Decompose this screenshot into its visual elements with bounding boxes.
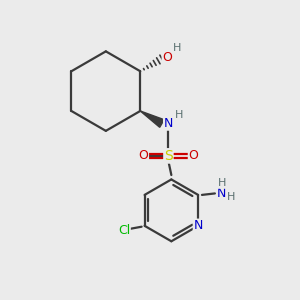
Text: H: H: [218, 178, 226, 188]
Text: O: O: [138, 149, 148, 162]
Text: S: S: [164, 149, 173, 163]
Text: N: N: [194, 219, 203, 232]
Text: H: H: [227, 192, 236, 202]
Text: N: N: [164, 117, 173, 130]
Text: H: H: [172, 44, 181, 53]
Text: O: O: [188, 149, 198, 162]
Polygon shape: [140, 111, 164, 127]
Text: Cl: Cl: [118, 224, 130, 237]
Text: N: N: [217, 187, 226, 200]
Text: O: O: [162, 51, 172, 64]
Text: H: H: [175, 110, 183, 120]
